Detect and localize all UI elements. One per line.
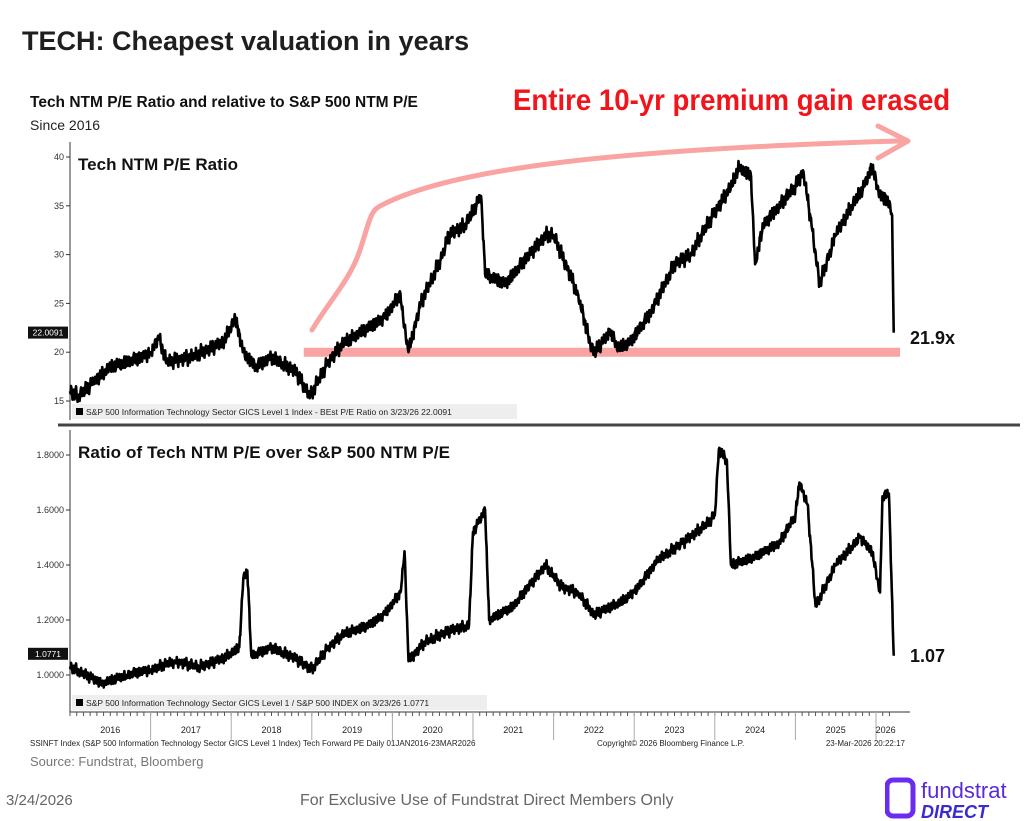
footer-disclaimer: For Exclusive Use of Fundstrat Direct Me… (300, 792, 674, 809)
bloomberg-footer-right: 23-Mar-2026 20:22:17 (826, 739, 906, 748)
x-tick-label: 2018 (261, 725, 281, 735)
legend-box (72, 695, 487, 710)
chart-subtitle: Since 2016 (30, 117, 101, 133)
x-tick-label: 2023 (664, 725, 684, 735)
last-value-tag-text: 22.0091 (33, 328, 64, 338)
logo-top-text: fundstrat (921, 778, 1007, 803)
x-tick-label: 2026 (876, 725, 896, 735)
legend-swatch (76, 699, 83, 706)
legend-swatch (76, 408, 83, 415)
series-line-1 (68, 159, 896, 404)
x-tick-label: 2019 (342, 725, 362, 735)
logo-bottom-text: DIRECT (921, 802, 990, 820)
y-tick-label: 1.2000 (36, 615, 64, 625)
annotation-arrow-curve (309, 138, 903, 333)
annotation-text: Entire 10-yr premium gain erased (513, 84, 951, 117)
y-tick-label: 25 (54, 298, 64, 308)
logo-mark-icon (884, 777, 916, 819)
y-tick-label: 1.0000 (36, 670, 64, 680)
x-tick-label: 2021 (503, 725, 523, 735)
y-tick-label: 1.8000 (36, 450, 64, 460)
legend-box (72, 404, 517, 419)
series-line-2 (68, 446, 896, 689)
y-tick-label: 35 (54, 201, 64, 211)
x-tick-label: 2024 (745, 725, 765, 735)
last-value-tag-text: 1.0771 (35, 649, 61, 659)
legend-text: S&P 500 Information Technology Sector GI… (86, 698, 429, 708)
y-tick-label: 15 (54, 396, 64, 406)
panel-title: Tech NTM P/E Ratio (78, 155, 238, 174)
end-value-label: 1.07 (910, 646, 945, 666)
x-tick-label: 2022 (584, 725, 604, 735)
last-value-tag (28, 326, 68, 339)
chart-title: Tech NTM P/E Ratio and relative to S&P 5… (30, 94, 418, 111)
x-tick-label: 2020 (423, 725, 443, 735)
x-tick-label: 2016 (100, 725, 120, 735)
panel-title: Ratio of Tech NTM P/E over S&P 500 NTM P… (78, 443, 450, 462)
fundstrat-logo: fundstrat DIRECT (884, 776, 1020, 821)
legend-text: S&P 500 Information Technology Sector GI… (86, 407, 452, 417)
slide-date: 3/24/2026 (6, 792, 73, 809)
end-value-label: 21.9x (910, 328, 955, 348)
x-tick-label: 2017 (181, 725, 201, 735)
slide-title: TECH: Cheapest valuation in years (22, 26, 470, 56)
source-note: Source: Fundstrat, Bloomberg (30, 754, 204, 769)
y-tick-label: 1.6000 (36, 505, 64, 515)
y-tick-label: 40 (54, 152, 64, 162)
y-tick-label: 20 (54, 347, 64, 357)
y-tick-label: 1.4000 (36, 560, 64, 570)
bloomberg-footer-center: Copyright© 2026 Bloomberg Finance L.P. (597, 739, 744, 748)
arrow-head-icon (875, 123, 911, 161)
y-tick-label: 30 (54, 250, 64, 260)
x-tick-label: 2025 (826, 725, 846, 735)
last-value-tag (28, 647, 68, 660)
bloomberg-footer-left: SSINFT Index (S&P 500 Information Techno… (30, 739, 476, 748)
